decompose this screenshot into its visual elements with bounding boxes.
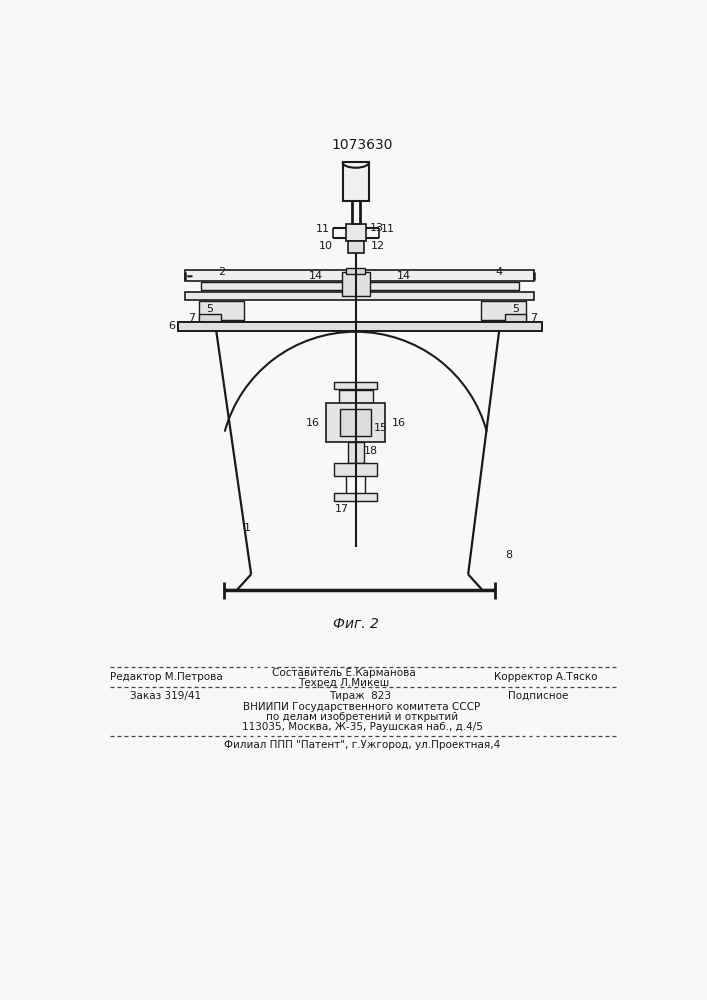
Text: 18: 18 (364, 446, 378, 456)
Text: 1: 1 (244, 523, 251, 533)
Bar (346, 268, 365, 274)
Text: 10: 10 (320, 241, 333, 251)
Bar (340, 409, 371, 436)
Text: 13: 13 (370, 223, 384, 233)
Text: 8: 8 (506, 550, 513, 560)
Bar (346, 224, 366, 241)
Text: 4: 4 (496, 267, 503, 277)
Bar (199, 301, 244, 320)
Text: Редактор М.Петрова: Редактор М.Петрова (110, 672, 222, 682)
Text: 5: 5 (512, 304, 519, 314)
Text: 11: 11 (316, 224, 330, 234)
Text: ВНИИПИ Государственного комитета СССР: ВНИИПИ Государственного комитета СССР (243, 702, 481, 712)
Text: по делам изобретений и открытий: по делам изобретений и открытий (266, 712, 458, 722)
Text: 14: 14 (308, 271, 322, 281)
Bar (334, 382, 378, 389)
Text: Подписное: Подписное (508, 691, 568, 701)
Text: 12: 12 (370, 241, 385, 251)
Text: 5: 5 (206, 304, 214, 314)
Text: Корректор А.Тяско: Корректор А.Тяско (494, 672, 597, 682)
Text: 1073630: 1073630 (331, 138, 392, 152)
Bar (334, 463, 378, 476)
Text: 17: 17 (334, 504, 349, 514)
Bar (505, 314, 526, 325)
Text: Филиал ППП "Патент", г.Ужгород, ул.Проектная,4: Филиал ППП "Патент", г.Ужгород, ул.Проек… (224, 740, 500, 750)
Bar (343, 162, 369, 201)
Bar (199, 314, 221, 325)
Text: 16: 16 (392, 418, 405, 428)
Text: 14: 14 (397, 271, 411, 281)
Bar (348, 241, 363, 253)
Text: 16: 16 (306, 418, 320, 428)
Bar (327, 403, 385, 442)
Text: 2: 2 (218, 267, 226, 277)
Bar (185, 270, 534, 281)
Text: 7: 7 (188, 313, 195, 323)
Bar (481, 301, 526, 320)
Text: Тираж  823: Тираж 823 (329, 691, 391, 701)
Bar (348, 442, 363, 463)
Text: 6: 6 (168, 321, 175, 331)
Text: 113035, Москва, Ж-35, Раушская наб., д.4/5: 113035, Москва, Ж-35, Раушская наб., д.4… (242, 722, 482, 732)
Text: Составитель Е.Карманова: Составитель Е.Карманова (272, 668, 416, 678)
Text: 11: 11 (381, 224, 395, 234)
Bar (339, 389, 373, 403)
Text: Фиг. 2: Фиг. 2 (333, 617, 379, 631)
Bar (201, 282, 518, 290)
Text: 15: 15 (373, 423, 387, 433)
Text: Техред Л.Микеш: Техред Л.Микеш (298, 678, 390, 688)
Bar (341, 272, 370, 296)
Text: Заказ 319/41: Заказ 319/41 (130, 691, 201, 701)
Text: 7: 7 (530, 313, 537, 323)
Bar (334, 493, 378, 501)
Bar (177, 322, 542, 331)
Bar (185, 292, 534, 300)
